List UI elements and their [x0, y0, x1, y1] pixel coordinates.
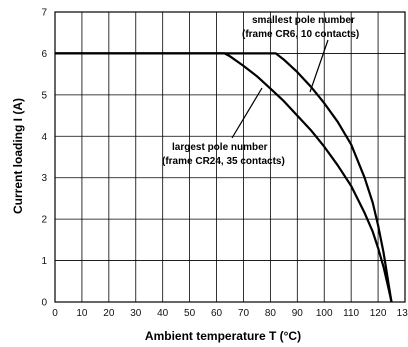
y-tick-label-0: 0	[41, 298, 47, 309]
x-tick-label-90: 90	[292, 308, 304, 319]
y-tick-label-6: 6	[41, 49, 47, 60]
x-tick-label-130: 130	[397, 308, 408, 319]
x-tick-label-110: 110	[343, 308, 359, 319]
annotation-smallest-pointer	[309, 39, 329, 93]
y-tick-label-1: 1	[41, 256, 47, 267]
curve-1	[55, 52, 393, 303]
x-tick-label-60: 60	[211, 308, 223, 319]
x-tick-label-30: 30	[130, 308, 142, 319]
x-tick-label-50: 50	[184, 308, 196, 319]
curve-0	[55, 52, 393, 303]
y-tick-label-7: 7	[41, 8, 47, 19]
y-axis-title: Current loading I (A)	[11, 98, 25, 214]
x-tick-label-20: 20	[103, 308, 115, 319]
y-tick-label-3: 3	[41, 173, 47, 184]
x-tick-label-80: 80	[265, 308, 277, 319]
x-tick-label-100: 100	[316, 308, 333, 319]
annotation-largest-line1: largest pole number	[172, 142, 268, 153]
curves	[55, 52, 393, 303]
annotation-smallest-line1: smallest pole number	[252, 15, 355, 26]
x-tick-label-120: 120	[370, 308, 387, 319]
annotation-largest-pointer	[231, 87, 263, 139]
plot-frame	[54, 11, 406, 303]
x-tick-label-10: 10	[76, 308, 88, 319]
x-tick-label-40: 40	[157, 308, 169, 319]
y-tick-label-4: 4	[41, 132, 47, 143]
x-tick-label-70: 70	[238, 308, 250, 319]
y-tick-label-5: 5	[41, 90, 47, 101]
annotation-largest-line2: (frame CR24, 35 contacts)	[162, 156, 285, 167]
annotation-smallest-line2: (frame CR6, 10 contacts)	[242, 29, 359, 40]
y-tick-label-2: 2	[41, 215, 47, 226]
x-tick-label-0: 0	[52, 308, 58, 319]
x-axis-title: Ambient temperature T (°C)	[145, 329, 301, 343]
y-axis-ticks: 0 1 2 3 4 5 6 7	[41, 8, 47, 309]
x-axis-ticks: 0 10 20 30 40 50 60 70 80 90 100 110 120 130	[52, 308, 408, 319]
